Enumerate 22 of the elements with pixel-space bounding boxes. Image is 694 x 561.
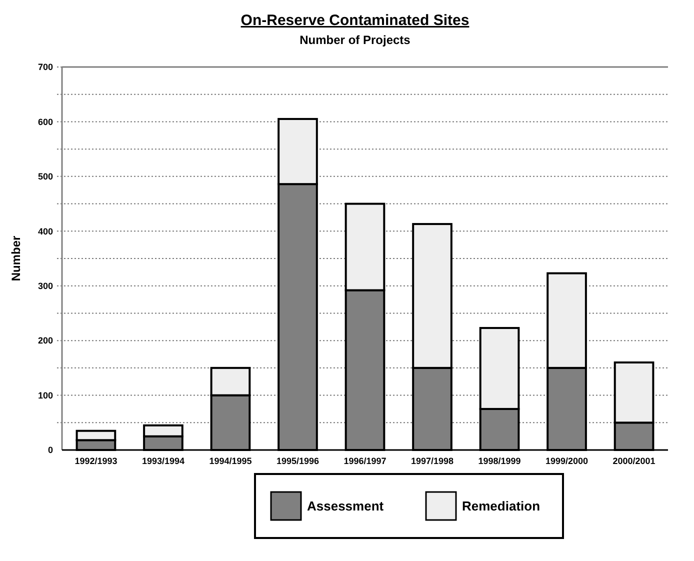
x-tick-label: 1994/1995 (209, 456, 252, 466)
y-tick-label: 400 (38, 226, 53, 236)
x-tick-label: 1996/1997 (344, 456, 386, 466)
y-axis-title: Number (9, 236, 23, 282)
y-tick-label: 100 (38, 390, 53, 400)
x-tick-label: 1995/1996 (276, 456, 320, 466)
chart-title: On-Reserve Contaminated Sites (240, 12, 470, 29)
y-tick-label: 700 (38, 62, 53, 72)
x-tick-label: 1997/1998 (410, 456, 454, 466)
chart-subtitle: Number of Projects (300, 33, 411, 47)
y-tick-label: 500 (38, 172, 53, 182)
y-tick-label: 0 (48, 445, 53, 456)
x-tick-label: 1992/1993 (74, 456, 118, 466)
x-tick-label: 1993/1994 (142, 456, 184, 466)
x-tick-label: 1998/1999 (478, 456, 521, 466)
x-tick-label: 1999/2000 (546, 456, 588, 466)
legend-label: Assessment (307, 498, 384, 514)
y-tick-label: 600 (38, 116, 53, 127)
x-tick-label: 2000/2001 (612, 456, 656, 466)
y-tick-label: 300 (38, 281, 53, 292)
y-tick-label: 200 (38, 336, 53, 346)
legend-label: Remediation (462, 498, 540, 514)
